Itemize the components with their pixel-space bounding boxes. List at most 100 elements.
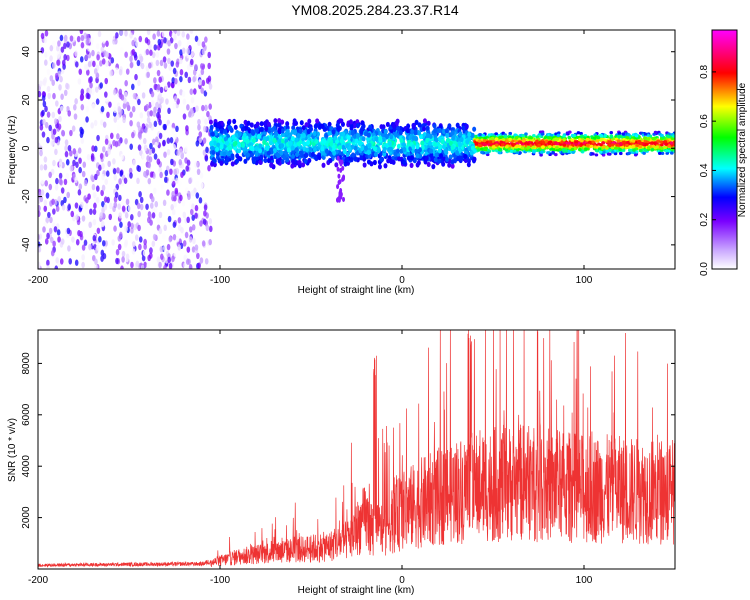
heatmap-cell — [187, 193, 191, 201]
heatmap-cell — [256, 133, 261, 140]
heatmap-cell — [280, 128, 285, 134]
heatmap-cell — [322, 138, 327, 144]
heatmap-y-tick-label: 40 — [21, 46, 32, 58]
heatmap-cell — [136, 202, 141, 210]
heatmap-cell — [631, 144, 636, 148]
heatmap-cell — [134, 234, 139, 241]
heatmap-y-ticks: 40 20 0 -20 -40 — [21, 46, 675, 252]
heatmap-cell — [626, 133, 631, 137]
heatmap-cell — [490, 136, 495, 140]
heatmap-cell — [389, 134, 394, 140]
heatmap-cell — [213, 130, 218, 136]
heatmap-cell — [60, 129, 65, 137]
heatmap-cell — [53, 198, 58, 206]
heatmap-cell — [445, 156, 450, 163]
heatmap-cell — [540, 132, 545, 136]
heatmap-cell — [367, 142, 372, 148]
heatmap-cell — [262, 139, 267, 145]
heatmap-cell — [166, 137, 171, 144]
heatmap-cell — [167, 57, 171, 65]
heatmap-cell — [55, 205, 60, 212]
heatmap-cell — [172, 102, 177, 110]
heatmap-cell — [211, 156, 216, 163]
heatmap-cell — [664, 142, 669, 146]
heatmap-cell — [478, 143, 482, 148]
heatmap-cell — [200, 68, 205, 76]
heatmap-cell — [389, 158, 394, 165]
heatmap-cell — [541, 145, 545, 149]
heatmap-cell — [58, 172, 63, 180]
heatmap-cell — [604, 146, 609, 150]
heatmap-cell — [109, 202, 113, 210]
heatmap-cell — [250, 129, 255, 135]
heatmap-cell — [162, 139, 166, 147]
heatmap-cell — [131, 48, 136, 56]
heatmap-cell — [121, 198, 125, 206]
heatmap-cell — [79, 30, 84, 35]
heatmap-cell — [43, 156, 48, 163]
heatmap-cell — [194, 35, 199, 42]
heatmap-cell — [172, 144, 177, 151]
heatmap-cell — [54, 265, 59, 269]
heatmap-cell — [446, 137, 451, 143]
heatmap-cell — [538, 140, 543, 144]
heatmap-cell — [111, 33, 116, 40]
heatmap-cell — [47, 211, 51, 219]
heatmap-cell — [405, 128, 410, 134]
heatmap-cell — [441, 144, 446, 150]
heatmap-cell — [57, 70, 62, 78]
heatmap-cell — [118, 178, 122, 185]
heatmap-cell — [129, 143, 133, 150]
heatmap-cell — [498, 147, 502, 152]
heatmap-cell — [92, 191, 97, 199]
heatmap-cell — [145, 48, 150, 56]
heatmap-cell — [199, 182, 204, 189]
heatmap-cell — [110, 181, 115, 189]
heatmap-cell — [345, 143, 350, 149]
heatmap-cell — [92, 208, 97, 215]
heatmap-cell — [621, 132, 626, 136]
heatmap-cell — [146, 116, 151, 124]
heatmap-cell — [204, 36, 208, 43]
heatmap-cell — [508, 131, 513, 136]
heatmap-cell — [393, 132, 398, 138]
heatmap-cell — [514, 135, 519, 140]
heatmap-cell — [240, 126, 245, 132]
heatmap-cell — [660, 143, 664, 147]
heatmap-cell — [395, 118, 400, 124]
heatmap-cell — [567, 135, 572, 140]
heatmap-cell — [242, 132, 247, 138]
heatmap-cell — [270, 127, 275, 133]
heatmap-cell — [81, 254, 85, 261]
heatmap-cell — [152, 110, 157, 117]
heatmap-cell — [366, 136, 371, 142]
heatmap-cell — [124, 212, 129, 219]
heatmap-cell — [118, 212, 122, 219]
heatmap-cell — [75, 214, 79, 221]
heatmap-cell — [433, 127, 438, 133]
heatmap-cell — [133, 54, 138, 61]
snr-x-tick-label: 0 — [399, 575, 405, 586]
heatmap-cell — [55, 177, 59, 185]
heatmap-cell — [436, 158, 441, 164]
heatmap-cell — [622, 140, 626, 144]
heatmap-cell — [243, 158, 248, 164]
heatmap-cell — [339, 188, 343, 194]
heatmap-cell — [40, 47, 45, 54]
heatmap-cell — [305, 147, 310, 153]
heatmap-cell — [213, 122, 218, 128]
heatmap-cell — [447, 162, 452, 168]
heatmap-cell — [341, 144, 346, 150]
heatmap-cell — [345, 157, 350, 163]
heatmap-cell — [77, 147, 82, 154]
heatmap-cell — [96, 227, 101, 234]
heatmap-cell — [433, 157, 438, 163]
heatmap-cell — [297, 159, 302, 166]
heatmap-cell — [210, 131, 215, 137]
heatmap-cell — [422, 118, 427, 124]
heatmap-cell — [154, 201, 159, 208]
heatmap-cell — [495, 141, 500, 145]
heatmap-cell — [38, 205, 41, 212]
heatmap-cell — [481, 133, 485, 138]
heatmap-cell — [592, 136, 597, 140]
